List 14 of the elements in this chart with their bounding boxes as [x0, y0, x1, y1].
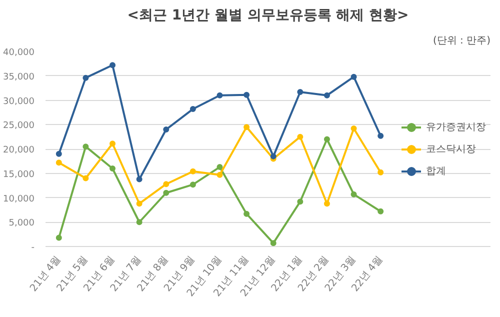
legend-label: 유가증권시장	[426, 120, 486, 134]
y-tick-label: 30,000	[3, 96, 35, 107]
y-tick-label: 20,000	[3, 146, 35, 156]
text: (단위 : 만주)	[432, 36, 491, 46]
y-tick-label: -	[31, 243, 34, 253]
y-tick-label: 15,000	[3, 170, 35, 180]
y-tick-label: 10,000	[3, 194, 35, 204]
y-tick-label: 35,000	[3, 72, 35, 82]
y-tick-label: 5,000	[8, 218, 35, 229]
y-tick-label: 25,000	[3, 121, 35, 132]
legend-label: 코스닥시장	[426, 142, 476, 156]
y-tick-label: 40,000	[3, 48, 35, 58]
legend-label: 합계	[426, 164, 446, 178]
chart-title: <최근 1년간 월별 의무보유등록 해제 현황>	[127, 8, 409, 24]
